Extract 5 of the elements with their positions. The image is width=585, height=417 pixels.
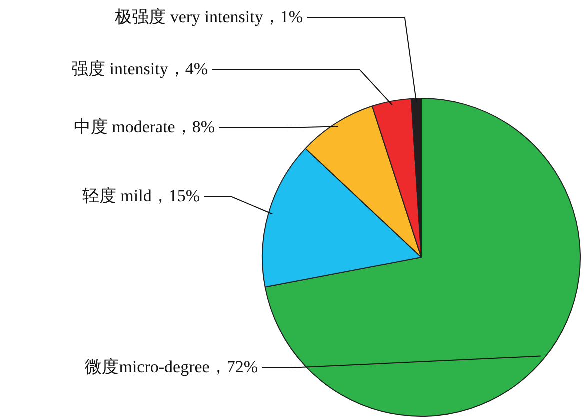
slice-label: 轻度 mild，15% <box>82 186 200 206</box>
slice-label: 微度micro-degree，72% <box>85 357 258 376</box>
slice-label: 中度 moderate，8% <box>74 117 215 136</box>
slice-label: 强度 intensity，4% <box>72 59 208 78</box>
slice-label: 极强度 very intensity，1% <box>114 7 303 26</box>
